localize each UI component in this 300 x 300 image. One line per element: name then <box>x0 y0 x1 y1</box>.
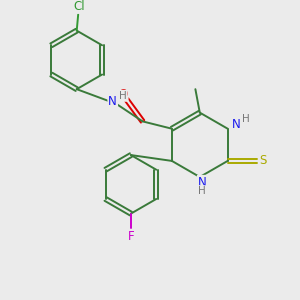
Text: N: N <box>108 95 117 108</box>
Text: H: H <box>119 91 127 100</box>
Text: Cl: Cl <box>73 0 85 13</box>
Text: N: N <box>232 118 240 131</box>
Text: S: S <box>260 154 267 167</box>
Text: H: H <box>242 114 250 124</box>
Text: O: O <box>118 88 127 101</box>
Text: N: N <box>198 176 206 189</box>
Text: F: F <box>128 230 134 243</box>
Text: H: H <box>198 186 206 196</box>
